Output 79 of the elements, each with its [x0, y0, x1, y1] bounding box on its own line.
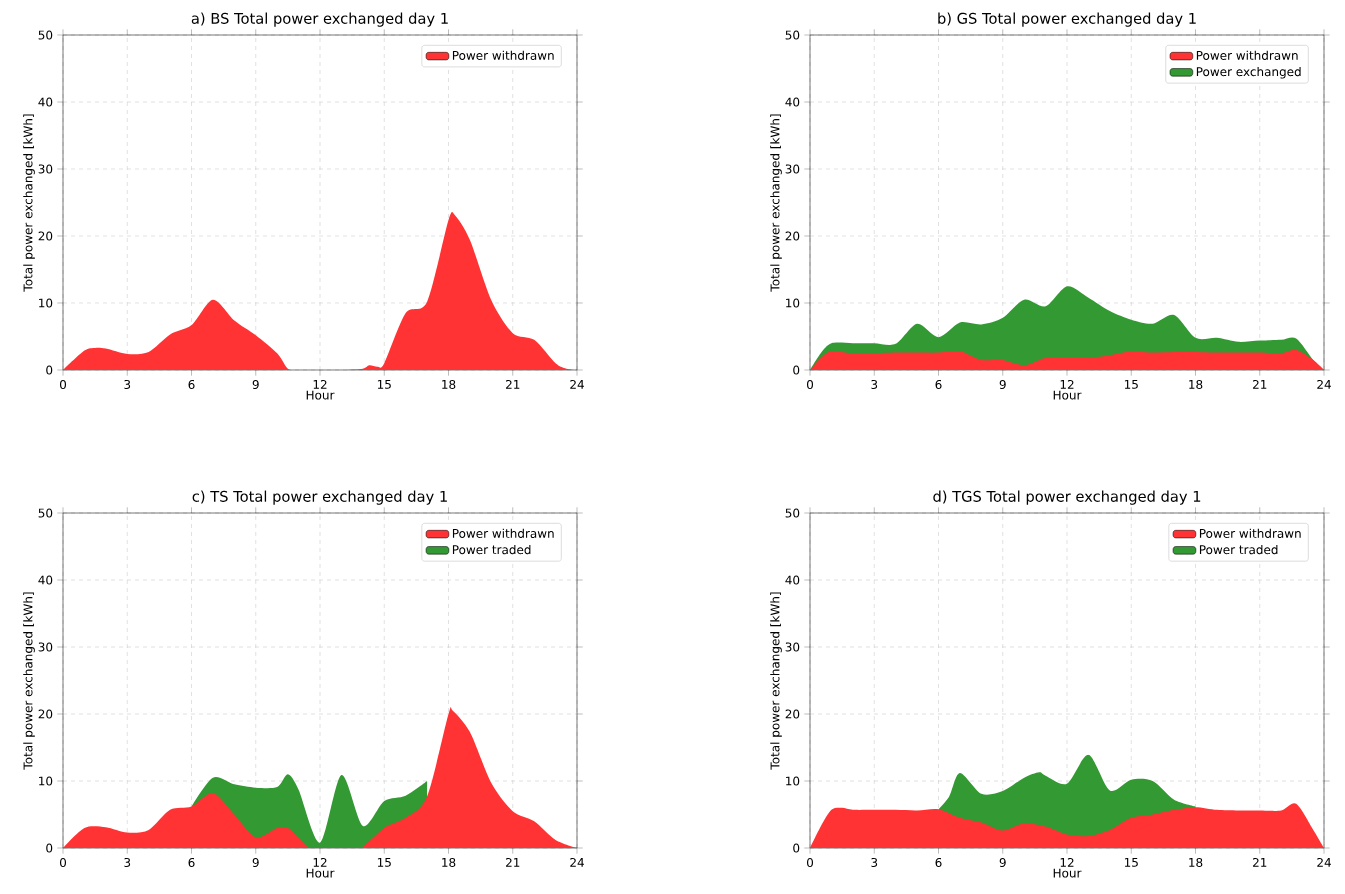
x-tick-label: 18: [442, 379, 456, 390]
x-tick-label: 3: [124, 857, 131, 868]
y-tick-label: 0: [46, 365, 53, 375]
y-axis-title: Total power exchanged [kWh]: [770, 114, 782, 292]
x-tick-label: 15: [377, 857, 391, 867]
x-tick-label: 18: [442, 857, 456, 868]
y-tick-label: 20: [38, 709, 53, 719]
y-tick-label: 50: [38, 508, 53, 518]
x-tick-label: 12: [1060, 857, 1074, 867]
y-tick-label: 30: [38, 642, 53, 652]
legend-label: Power withdrawn: [452, 528, 554, 538]
x-axis-title: Hour: [306, 390, 335, 400]
x-tick-label: 6: [188, 857, 195, 868]
y-tick-label: 40: [785, 97, 800, 107]
x-tick-label: 24: [570, 857, 584, 867]
y-tick-label: 10: [786, 298, 800, 308]
y-tick-label: 10: [39, 776, 53, 786]
x-tick-label: 12: [313, 857, 327, 867]
x-tick-label: 9: [252, 857, 259, 868]
y-axis-title: Total power exchanged [kWh]: [770, 592, 782, 770]
x-tick-label: 3: [871, 857, 878, 868]
x-tick-label: 9: [999, 379, 1006, 390]
x-tick-label: 21: [1253, 379, 1267, 389]
chart-title: a) BS Total power exchanged day 1: [191, 12, 448, 27]
x-tick-label: 12: [313, 379, 327, 389]
y-tick-label: 50: [38, 30, 53, 40]
x-axis-title: Hour: [306, 868, 335, 878]
x-axis-title: Hour: [1053, 390, 1082, 400]
y-tick-label: 30: [785, 164, 800, 174]
x-tick-label: 15: [1124, 857, 1138, 867]
x-tick-label: 21: [506, 857, 520, 867]
y-tick-label: 20: [785, 709, 800, 719]
y-tick-label: 0: [46, 843, 53, 853]
y-tick-label: 40: [38, 575, 53, 585]
chart-title: b) GS Total power exchanged day 1: [938, 12, 1196, 27]
x-tick-label: 24: [1317, 857, 1331, 867]
x-axis-title: Hour: [1053, 868, 1082, 878]
y-tick-label: 0: [793, 365, 800, 375]
x-tick-label: 18: [1189, 857, 1203, 868]
chart-title: d) TGS Total power exchanged day 1: [933, 490, 1201, 505]
x-tick-label: 24: [570, 379, 584, 389]
x-tick-label: 24: [1317, 379, 1331, 389]
x-tick-label: 0: [59, 379, 67, 390]
x-tick-label: 15: [1124, 379, 1138, 389]
x-tick-label: 0: [806, 857, 814, 868]
x-tick-label: 6: [188, 379, 195, 390]
y-tick-label: 20: [785, 231, 800, 241]
y-tick-label: 50: [785, 508, 800, 518]
y-tick-label: 10: [39, 298, 53, 308]
y-axis-title: Total power exchanged [kWh]: [23, 114, 35, 292]
y-tick-label: 40: [38, 97, 53, 107]
x-tick-label: 15: [377, 379, 391, 389]
legend-label: Power exchanged: [1196, 66, 1301, 79]
y-axis-title: Total power exchanged [kWh]: [23, 592, 35, 770]
x-tick-label: 12: [1060, 379, 1074, 389]
y-tick-label: 20: [38, 231, 53, 241]
x-tick-label: 3: [124, 379, 131, 390]
legend-label: Power traded: [1199, 544, 1278, 555]
y-tick-label: 10: [786, 776, 800, 786]
y-tick-label: 30: [785, 642, 800, 652]
legend-label: Power withdrawn: [1196, 50, 1298, 60]
x-tick-label: 0: [59, 857, 67, 868]
x-tick-label: 18: [1189, 379, 1203, 390]
legend-label: Power traded: [452, 544, 531, 555]
x-tick-label: 21: [506, 379, 520, 389]
x-tick-label: 0: [806, 379, 814, 390]
x-tick-label: 6: [935, 379, 942, 390]
x-tick-label: 6: [935, 857, 942, 868]
y-tick-label: 30: [38, 164, 53, 174]
x-tick-label: 21: [1253, 857, 1267, 867]
x-tick-label: 3: [871, 379, 878, 390]
chart-title: c) TS Total power exchanged day 1: [192, 490, 447, 505]
x-tick-label: 9: [252, 379, 259, 390]
y-tick-label: 50: [785, 30, 800, 40]
x-tick-label: 9: [999, 857, 1006, 868]
legend-label: Power withdrawn: [1199, 528, 1301, 538]
y-tick-label: 40: [785, 575, 800, 585]
legend-label: Power withdrawn: [452, 50, 554, 60]
y-tick-label: 0: [793, 843, 800, 853]
